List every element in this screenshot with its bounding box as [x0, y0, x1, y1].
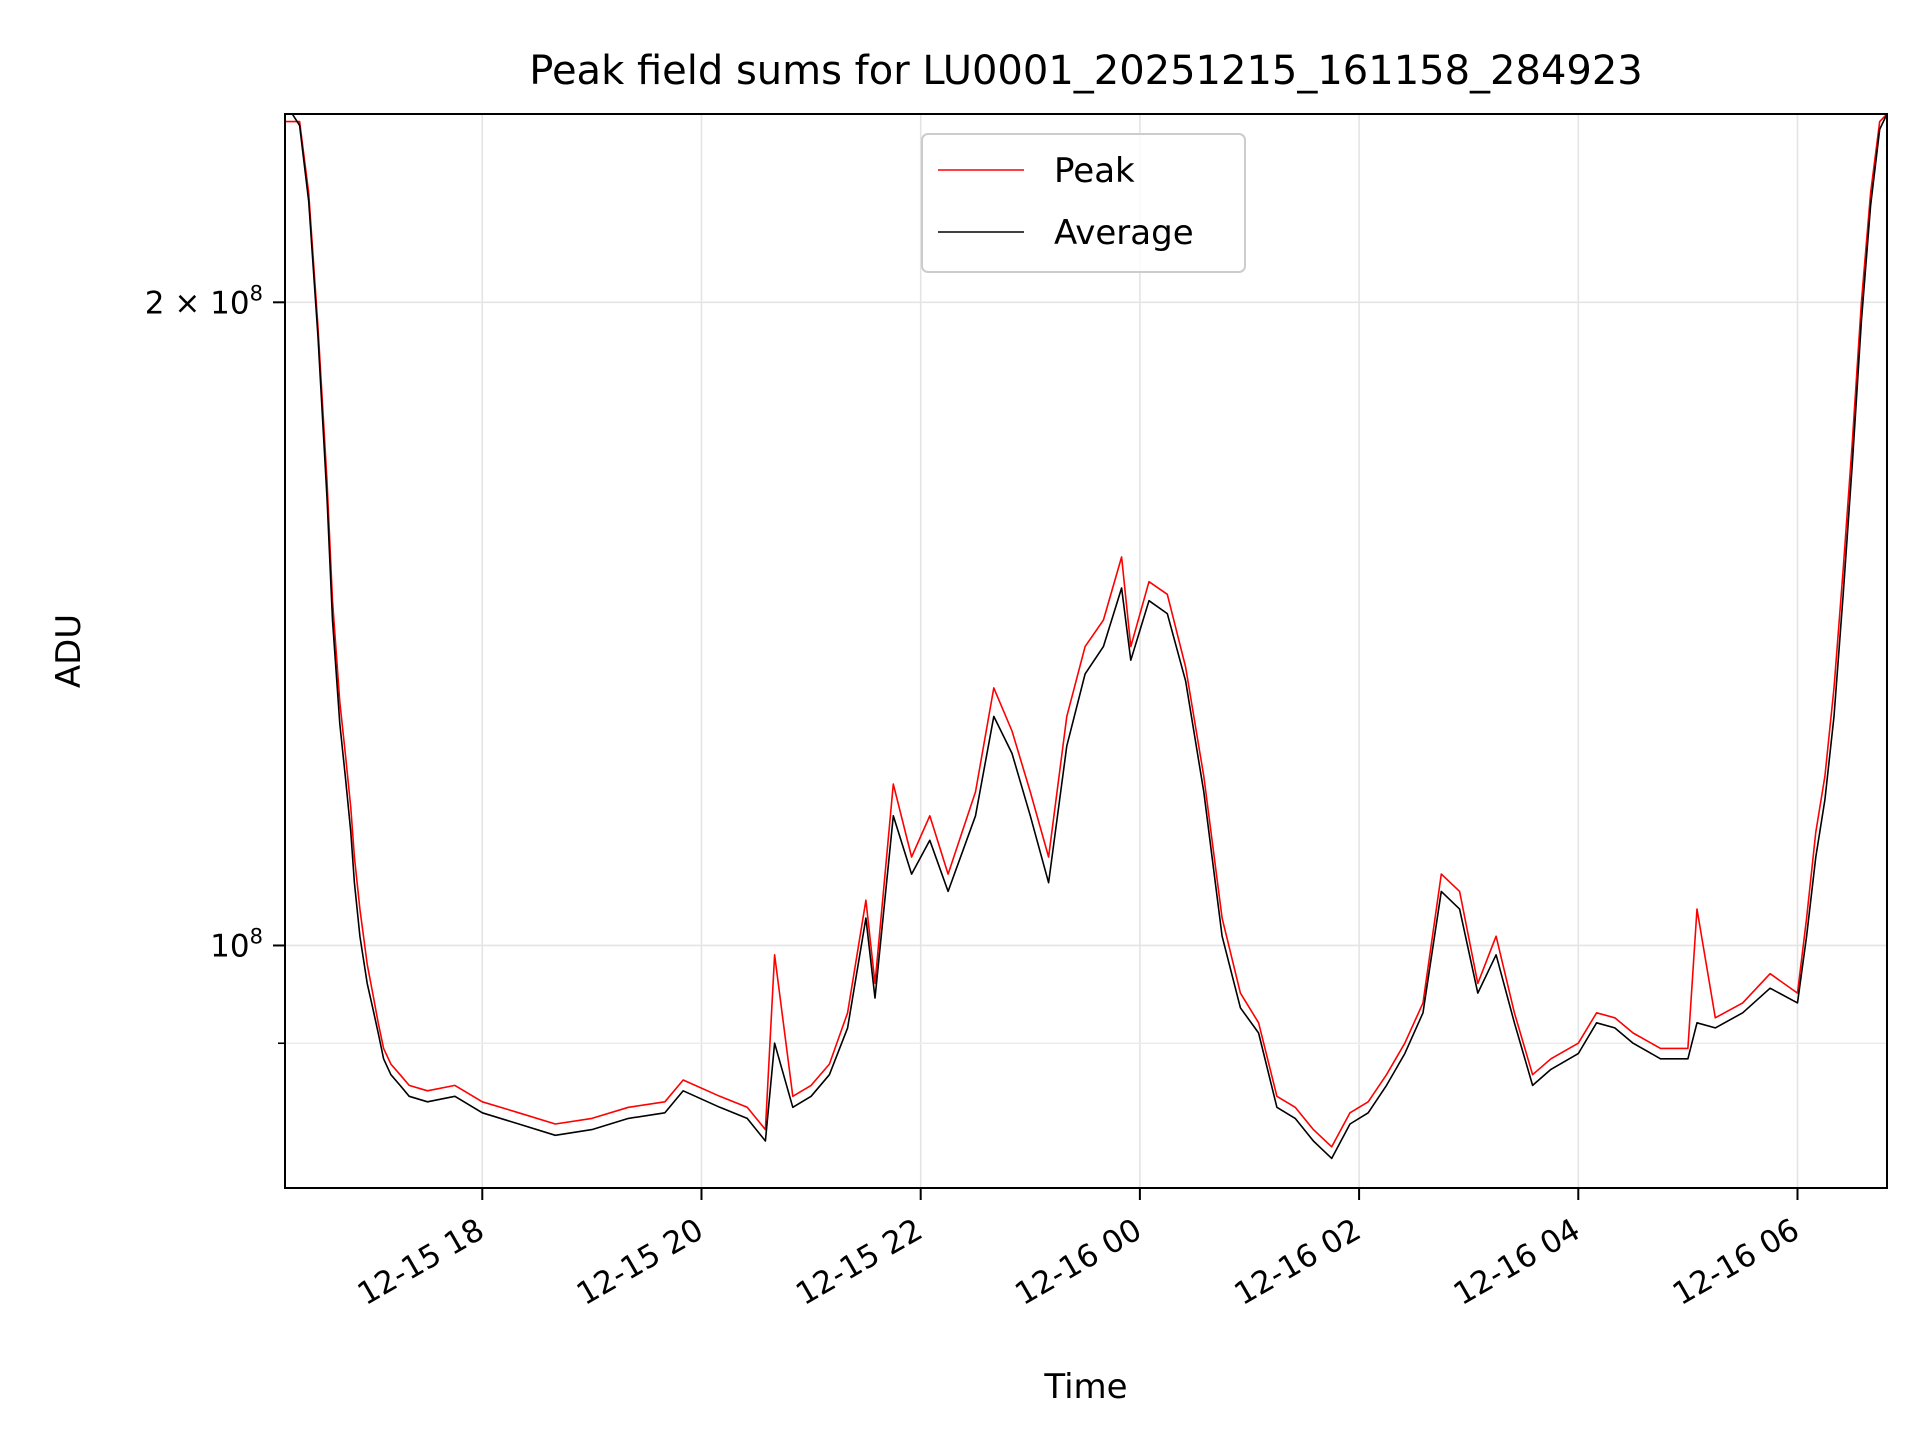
legend: Peak Average — [921, 133, 1246, 273]
y-tick-label: 108 — [210, 924, 263, 964]
chart-title: Peak field sums for LU0001_20251215_1611… — [529, 48, 1643, 94]
legend-label-average: Average — [1054, 213, 1194, 253]
legend-label-peak: Peak — [1054, 151, 1135, 191]
grid — [285, 114, 1887, 1188]
plot-frame — [284, 113, 1888, 1189]
y-axis: 108 2 × 108 — [145, 281, 285, 1045]
x-axis-label: Time — [1043, 1367, 1127, 1407]
y-axis-label: ADU — [49, 614, 89, 688]
series-layer — [285, 114, 1887, 1160]
series-line-peak — [285, 114, 1887, 1148]
y-tick-label: 2 × 108 — [145, 281, 263, 321]
series-line-average — [285, 114, 1887, 1160]
legend-box — [921, 133, 1246, 273]
